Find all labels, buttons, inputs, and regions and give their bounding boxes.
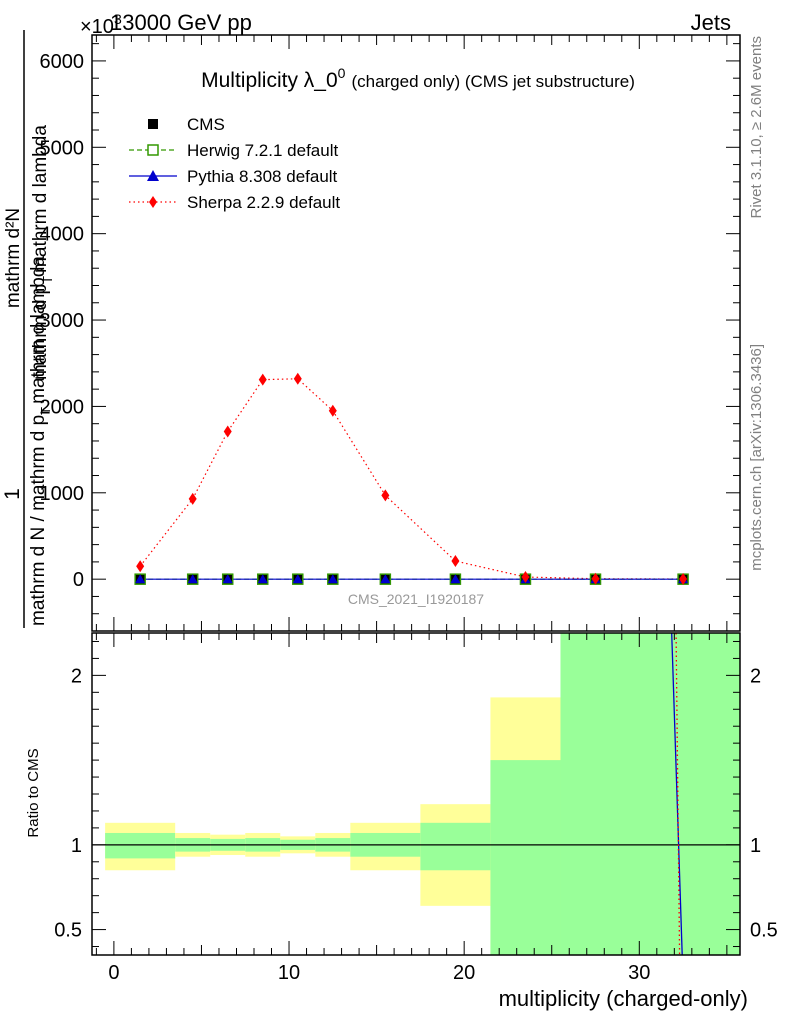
ratio-pythia-line	[671, 632, 683, 956]
header-right: Jets	[691, 10, 731, 35]
ylabel-denominator-overlay: mathrm d pTmathrm d lambda	[30, 125, 55, 380]
main-ytick-label: 2000	[40, 396, 85, 418]
sherpa-point	[591, 572, 600, 585]
ratio-ytick-label-right: 2	[750, 665, 761, 687]
pythia-point	[450, 574, 461, 584]
main-title: Multiplicity λ_00 (charged only) (CMS jet…	[201, 65, 635, 92]
ratio-xtick-label: 20	[453, 962, 475, 984]
mcplots-label: mcplots.cern.ch [arXiv:1306.3436]	[748, 344, 765, 571]
ratio-ytick-label-right: 0.5	[750, 920, 778, 942]
pythia-point	[187, 574, 198, 584]
sherpa-point	[521, 571, 530, 584]
legend-herwig-marker	[147, 144, 159, 156]
legend-sherpa-marker	[149, 196, 157, 208]
legend-pythia-marker	[147, 170, 159, 181]
main-ytick-label: 5000	[40, 137, 85, 159]
sherpa-point	[188, 492, 197, 505]
pythia-point	[222, 574, 233, 584]
ratio-ylabel: Ratio to CMS	[25, 748, 42, 837]
main-ylabel: 1 mathrm d N / mathrm d pTmathrm d lambd…	[1, 30, 55, 628]
sherpa-point	[451, 555, 460, 568]
main-ytick-label: 1000	[40, 483, 85, 505]
main-panel: 0 1000 2000 3000 4000 5000 6000 Multiplicity λ…	[40, 34, 741, 632]
legend-entry: Herwig 7.2.1 default	[129, 141, 338, 160]
main-ytick-label: 0	[73, 569, 84, 591]
legend-entry: CMS	[148, 115, 225, 134]
main-frame	[91, 34, 741, 632]
sherpa-point	[136, 560, 145, 573]
ylabel-denominator: mathrm d N / mathrm d pTmathrm d lambda	[28, 256, 53, 626]
main-ytick-label: 6000	[40, 51, 85, 73]
pythia-point	[135, 574, 146, 584]
ratio-panel: 0.5 0.51 12 20 10 20 30	[54, 632, 778, 984]
pythia-point	[327, 574, 338, 584]
ylabel-numerator-overlay: mathrm d²N	[3, 208, 24, 308]
ratio-band-inner	[105, 832, 176, 859]
ratio-band-inner	[560, 633, 740, 955]
rivet-label: Rivet 3.1.10, ≥ 2.6M events	[748, 36, 765, 219]
legend-entry: Pythia 8.308 default	[129, 167, 338, 186]
header-left: 13000 GeV pp	[110, 10, 252, 35]
y-exponent: ×103	[80, 11, 122, 38]
legend-label: Sherpa 2.2.9 default	[187, 193, 340, 212]
legend-entry: Sherpa 2.2.9 default	[129, 193, 340, 212]
ratio-ytick-label: 0.5	[54, 920, 82, 942]
ratio-band-inner	[490, 760, 561, 955]
sherpa-point	[328, 404, 337, 417]
ratio-ytick-label-right: 1	[750, 835, 761, 857]
ylabel-fraction-one: 1	[1, 488, 24, 500]
ratio-ytick-label: 2	[71, 665, 82, 687]
x-axis-label: multiplicity (charged-only)	[499, 986, 748, 1011]
legend-label: Pythia 8.308 default	[187, 167, 338, 186]
pythia-point	[292, 574, 303, 584]
ratio-xtick-label: 10	[278, 962, 300, 984]
legend-label: Herwig 7.2.1 default	[187, 141, 338, 160]
sherpa-point	[381, 489, 390, 502]
ratio-band-inner	[420, 822, 491, 871]
legend: CMS Herwig 7.2.1 default Pythia 8.308 defa…	[129, 115, 340, 212]
sherpa-line	[139, 378, 684, 580]
ratio-xtick-label: 30	[628, 962, 650, 984]
pythia-point	[380, 574, 391, 584]
sherpa-point	[293, 372, 302, 385]
sherpa-point	[223, 425, 232, 438]
sherpa-point	[258, 373, 267, 386]
main-ytick-label: 3000	[40, 310, 85, 332]
legend-label: CMS	[187, 115, 225, 134]
sherpa-point	[679, 573, 688, 586]
main-ytick-label: 4000	[40, 224, 85, 246]
legend-cms-marker	[148, 119, 158, 129]
watermark: CMS_2021_I1920187	[348, 591, 484, 607]
pythia-point	[257, 574, 268, 584]
ratio-ytick-label: 1	[71, 835, 82, 857]
ratio-xtick-label: 0	[108, 962, 119, 984]
